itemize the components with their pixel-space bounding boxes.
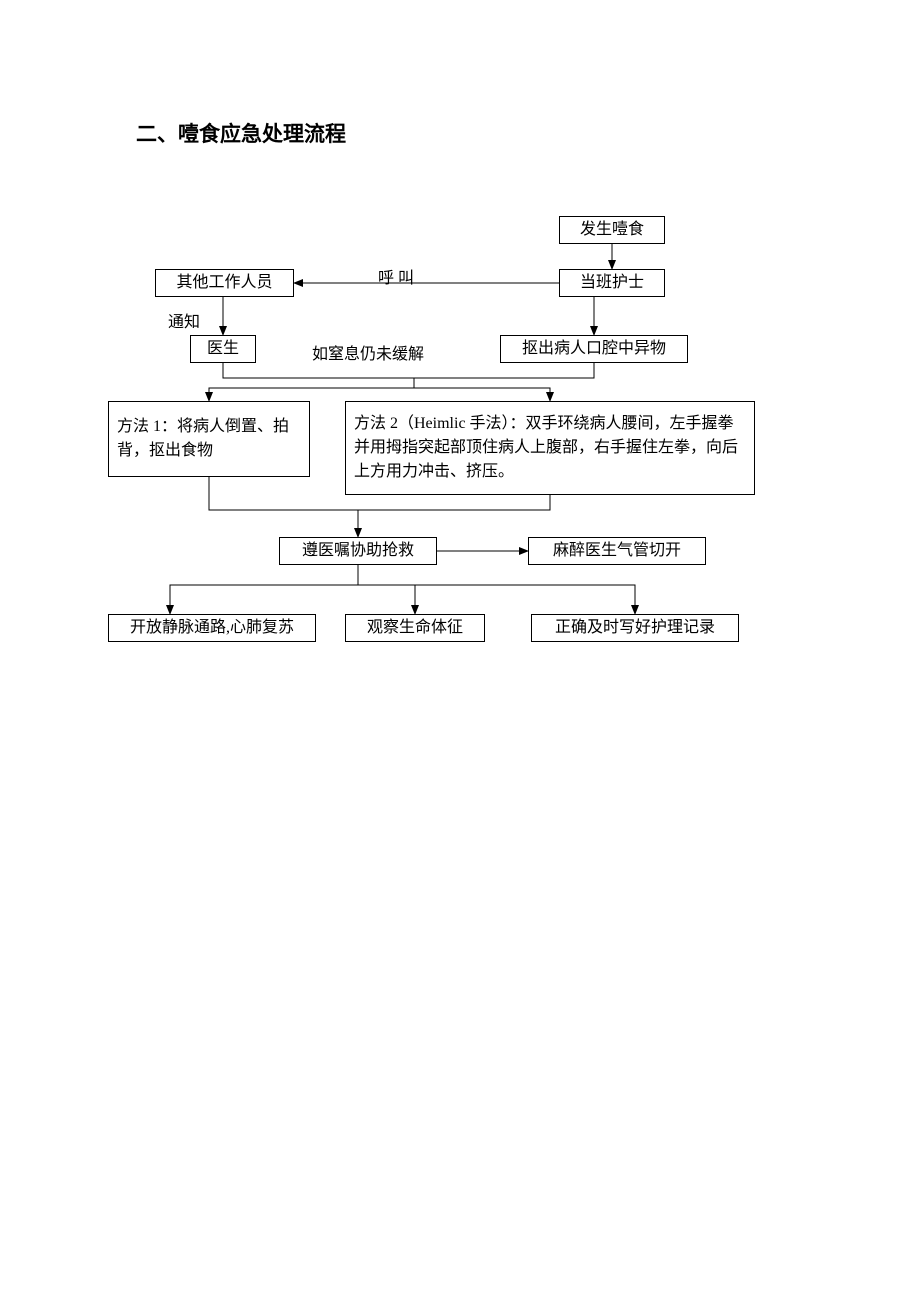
flowchart-node: 抠出病人口腔中异物	[500, 335, 688, 363]
flowchart-edge	[209, 378, 414, 401]
flowchart-edge	[414, 378, 550, 401]
flowchart-node: 观察生命体征	[345, 614, 485, 642]
flowchart-node: 正确及时写好护理记录	[531, 614, 739, 642]
flowchart-edge-label: 呼 叫	[378, 264, 414, 288]
flowchart-node: 其他工作人员	[155, 269, 294, 297]
flowchart-edge-label: 通知	[168, 308, 200, 332]
flowchart-edges	[0, 0, 920, 1302]
page-title: 二、噎食应急处理流程	[136, 118, 346, 148]
flowchart-edge	[358, 585, 635, 614]
flowchart-node: 医生	[190, 335, 256, 363]
flowchart-node: 当班护士	[559, 269, 665, 297]
flowchart-node: 遵医嘱协助抢救	[279, 537, 437, 565]
flowchart-edge	[223, 363, 594, 378]
flowchart-node: 方法 1：将病人倒置、拍背，抠出食物	[108, 401, 310, 477]
flowchart-node: 开放静脉通路,心肺复苏	[108, 614, 316, 642]
flowchart-edge	[170, 585, 358, 614]
flowchart-node: 发生噎食	[559, 216, 665, 244]
flowchart-edge-label: 如窒息仍未缓解	[312, 340, 424, 364]
flowchart-node: 方法 2（Heimlic 手法）：双手环绕病人腰间，左手握拳并用拇指突起部顶住病…	[345, 401, 755, 495]
flowchart-edge	[358, 585, 415, 614]
flowchart-node: 麻醉医生气管切开	[528, 537, 706, 565]
